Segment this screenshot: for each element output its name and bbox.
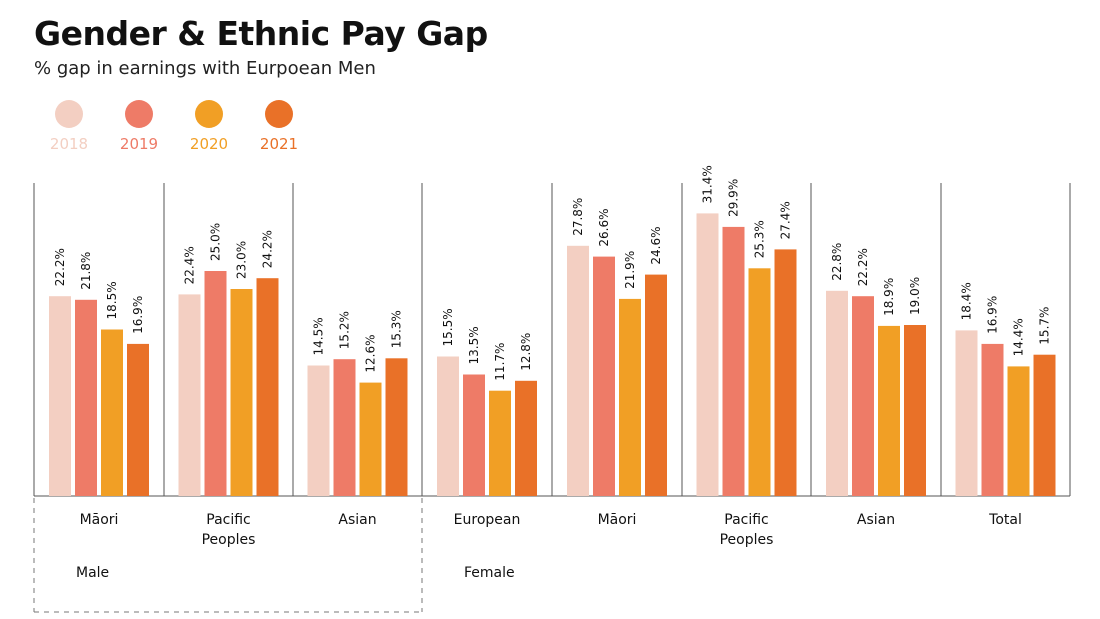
bar-2020-7 [1007,366,1030,496]
data-label-2019-4: 26.6% [597,208,611,246]
bar-2020-3 [489,390,511,496]
bar-2021-6 [904,325,926,496]
category-label-6-0: Asian [857,512,895,528]
group-label-1: Female [464,565,515,581]
bar-2021-1 [256,278,279,496]
data-label-2020-6: 18.9% [882,278,896,316]
legend-label-2018: 2018 [49,135,89,153]
category-label-5-0: Pacific [724,512,769,528]
category-label-4-0: Māori [598,512,637,528]
chart-subtitle: % gap in earnings with Eurpoean Men [34,58,376,79]
legend-swatch-2019 [125,100,153,128]
bar-2020-1 [230,289,253,496]
legend-swatch-2018 [55,100,83,128]
chart-legend: 2018 2019 2020 2021 [34,100,314,153]
data-label-2020-5: 25.3% [753,220,767,258]
bar-2021-5 [774,249,797,496]
bar-2018-2 [307,365,330,496]
bar-2018-7 [955,330,978,496]
bar-2018-5 [696,213,719,496]
legend-item-2019: 2019 [104,100,174,153]
data-label-2021-1: 24.2% [261,230,275,268]
bar-2019-7 [981,343,1004,496]
bar-2019-3 [463,374,485,496]
bar-2019-2 [333,359,356,496]
data-label-2021-5: 27.4% [779,201,793,239]
data-label-2019-5: 29.9% [727,179,741,217]
bar-2018-3 [437,356,459,496]
data-label-2021-4: 24.6% [649,226,663,264]
data-label-2018-1: 22.4% [183,246,197,284]
bar-2020-2 [359,382,382,496]
data-label-2019-0: 21.8% [79,252,93,290]
category-label-0-0: Māori [80,512,119,528]
data-label-2021-3: 12.8% [519,333,533,371]
bar-2019-6 [852,296,874,496]
bar-2021-3 [515,380,537,496]
legend-item-2021: 2021 [244,100,314,153]
data-label-2018-6: 22.8% [830,243,844,281]
bar-2021-4 [645,274,667,496]
data-label-2020-4: 21.9% [623,251,637,289]
data-label-2018-4: 27.8% [571,198,585,236]
bar-2021-2 [385,358,408,496]
bar-2020-5 [748,268,771,496]
data-label-2019-6: 22.2% [856,248,870,286]
data-label-2019-3: 13.5% [467,326,481,364]
legend-label-2020: 2020 [189,135,229,153]
group-label-0: Male [76,565,109,581]
data-label-2021-2: 15.3% [390,310,404,348]
bar-2021-0 [127,343,149,496]
data-label-2020-2: 12.6% [364,334,378,372]
data-label-2020-1: 23.0% [235,241,249,279]
data-label-2018-7: 18.4% [960,282,974,320]
data-label-2019-2: 15.2% [338,311,352,349]
bar-2018-4 [567,245,589,496]
data-label-2018-2: 14.5% [312,317,326,355]
category-label-7-0: Total [988,512,1022,528]
category-label-1-0: Pacific [206,512,251,528]
data-label-2020-7: 14.4% [1012,318,1026,356]
category-label-5-1: Peoples [720,532,774,548]
bar-2021-7 [1033,354,1056,496]
bar-2020-4 [619,298,641,496]
category-label-1-1: Peoples [202,532,256,548]
bar-2018-6 [826,290,848,496]
data-label-2021-0: 16.9% [131,296,145,334]
legend-item-2020: 2020 [174,100,244,153]
bar-2018-1 [178,294,201,496]
data-label-2018-3: 15.5% [441,308,455,346]
legend-item-2018: 2018 [34,100,104,153]
legend-swatch-2020 [195,100,223,128]
data-label-2019-7: 16.9% [986,296,1000,334]
bar-2019-1 [204,271,227,496]
chart-title: Gender & Ethnic Pay Gap [34,14,488,53]
bar-2020-6 [878,325,900,496]
bar-2020-0 [101,329,123,496]
data-label-2018-5: 31.4% [701,165,715,203]
category-label-3-0: European [454,512,521,528]
data-label-2020-3: 11.7% [493,343,507,381]
legend-swatch-2021 [265,100,293,128]
data-label-2018-0: 22.2% [53,248,67,286]
bar-2019-0 [75,299,97,496]
legend-label-2019: 2019 [119,135,159,153]
bar-2019-4 [593,256,615,496]
bar-2019-5 [722,226,745,496]
legend-label-2021: 2021 [259,135,299,153]
data-label-2019-1: 25.0% [209,223,223,261]
data-label-2021-7: 15.7% [1038,307,1052,345]
data-label-2021-6: 19.0% [908,277,922,315]
category-label-2-0: Asian [338,512,376,528]
bar-2018-0 [49,296,71,496]
data-label-2020-0: 18.5% [105,281,119,319]
